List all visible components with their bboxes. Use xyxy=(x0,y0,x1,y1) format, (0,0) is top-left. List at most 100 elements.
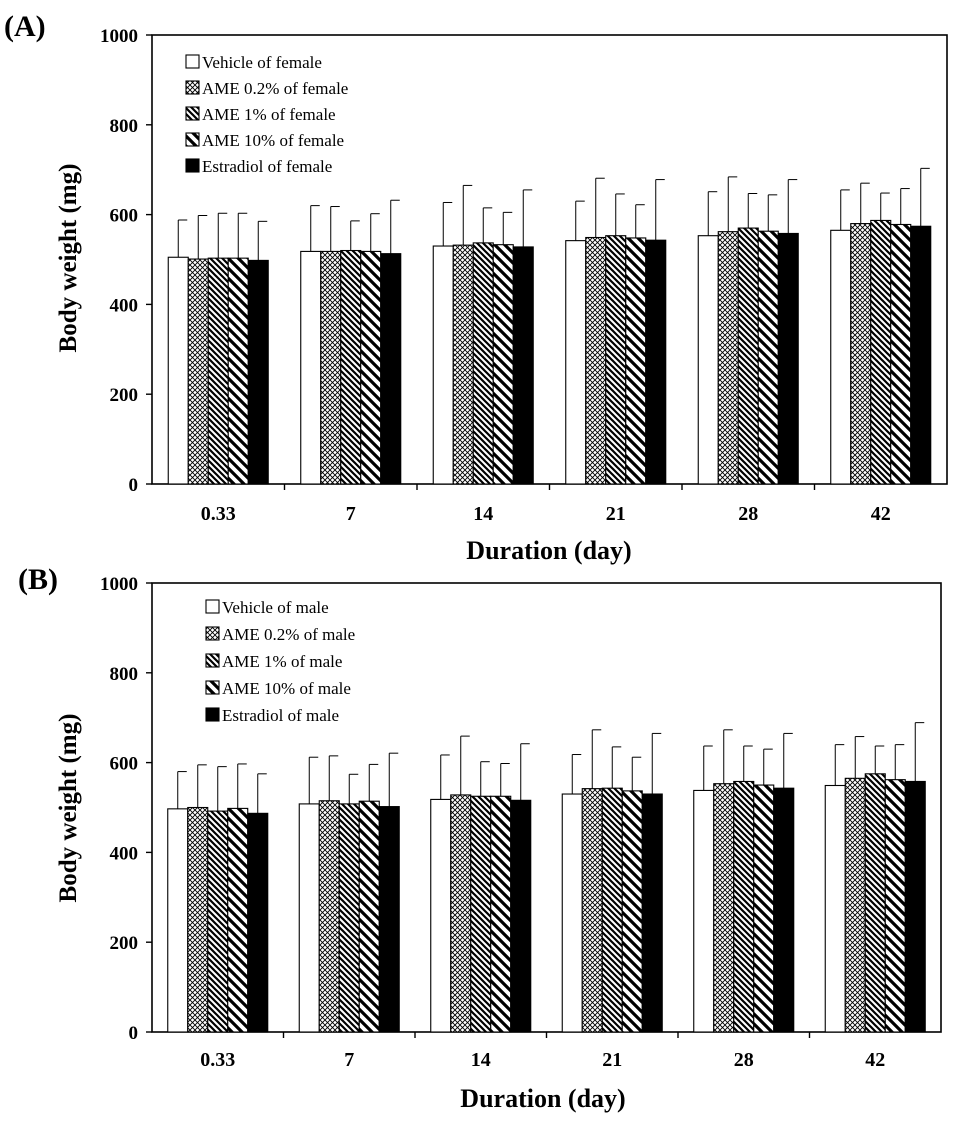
legend-label: AME 10% of male xyxy=(222,679,351,698)
bar xyxy=(625,237,647,485)
x-axis-title: Duration (day) xyxy=(466,536,631,565)
x-tick-label: 21 xyxy=(602,1049,622,1071)
legend-label: AME 0.2% of female xyxy=(202,79,348,98)
legend-label: Vehicle of female xyxy=(202,53,322,72)
bar xyxy=(713,783,735,1033)
bar xyxy=(340,249,362,485)
bar xyxy=(187,258,209,485)
bar xyxy=(561,793,583,1033)
bar xyxy=(605,235,627,485)
x-axis-title: Duration (day) xyxy=(460,1084,625,1113)
y-axis-title-group: Body weight (mg) xyxy=(55,164,82,353)
bar xyxy=(452,244,474,485)
bar xyxy=(320,250,342,485)
bar xyxy=(378,806,400,1033)
bar xyxy=(227,807,249,1033)
x-tick-label: 0.33 xyxy=(201,503,236,525)
y-tick-label: 400 xyxy=(110,843,139,864)
bar xyxy=(844,777,866,1033)
y-tick-label: 400 xyxy=(110,295,139,316)
bar xyxy=(641,793,663,1033)
bar xyxy=(450,794,472,1033)
bar xyxy=(247,259,269,485)
bar xyxy=(380,253,402,485)
legend-label: AME 10% of female xyxy=(202,131,344,150)
legend-swatch xyxy=(185,132,200,147)
x-tick-label: 28 xyxy=(738,503,758,525)
x-tick-label: 14 xyxy=(471,1049,491,1071)
bar xyxy=(432,245,454,485)
bar xyxy=(338,803,360,1033)
y-tick-label: 600 xyxy=(110,754,139,775)
bar xyxy=(737,227,759,485)
bar xyxy=(512,246,534,485)
bar xyxy=(492,244,514,485)
panel-label: (A) xyxy=(4,10,46,43)
x-tick-label: 0.33 xyxy=(200,1049,235,1071)
bar xyxy=(733,780,755,1033)
bar xyxy=(565,240,587,485)
bar xyxy=(227,257,249,485)
legend-label: AME 0.2% of male xyxy=(222,625,355,644)
x-tick-label: 14 xyxy=(473,503,493,525)
bar xyxy=(621,790,643,1033)
legend: Vehicle of male AME 0.2% of male AME 1% of… xyxy=(205,598,355,725)
legend-swatch xyxy=(205,599,220,614)
legend-swatch xyxy=(185,158,200,173)
y-tick-label: 800 xyxy=(110,116,139,137)
bar xyxy=(757,230,779,485)
panel-b: (B) Body weight (mg) Duration (day) 0 200… xyxy=(18,563,942,1113)
bar xyxy=(430,798,452,1033)
bar xyxy=(645,239,667,485)
bar xyxy=(300,250,322,485)
plot-frame xyxy=(151,34,948,485)
x-tick-label: 42 xyxy=(865,1049,885,1071)
bar xyxy=(360,250,382,485)
bar xyxy=(472,242,494,485)
y-tick-label: 800 xyxy=(110,664,139,685)
bar xyxy=(318,800,340,1033)
bar xyxy=(904,780,926,1033)
y-tick-label: 200 xyxy=(110,385,139,406)
bar xyxy=(753,784,775,1033)
legend-swatch xyxy=(185,54,200,69)
x-tick-label: 21 xyxy=(606,503,626,525)
plot-area: 0 200 400 600 800 1000 0.33 7 14 21 28 42 xyxy=(100,26,948,525)
y-axis-title: Body weight (mg) xyxy=(55,164,82,353)
bar xyxy=(581,788,603,1033)
legend-swatch xyxy=(205,680,220,695)
bar xyxy=(890,223,912,485)
bar xyxy=(777,232,799,485)
bar xyxy=(247,812,269,1033)
bar xyxy=(717,231,739,485)
bar xyxy=(864,773,886,1033)
y-axis-title: Body weight (mg) xyxy=(55,714,82,903)
bar xyxy=(510,799,532,1033)
bar xyxy=(470,795,492,1033)
bar xyxy=(824,784,846,1033)
y-tick-label: 200 xyxy=(110,933,139,954)
bar xyxy=(830,229,852,485)
bar xyxy=(207,257,229,485)
bar xyxy=(773,787,795,1033)
bar xyxy=(601,787,623,1033)
plot-frame xyxy=(151,582,942,1033)
bar xyxy=(910,225,932,485)
bar xyxy=(490,795,512,1033)
bar xyxy=(884,779,906,1033)
legend-swatch xyxy=(185,80,200,95)
legend-label: AME 1% of male xyxy=(222,652,342,671)
x-tick-label: 28 xyxy=(734,1049,754,1071)
legend-swatch xyxy=(205,626,220,641)
y-tick-label: 1000 xyxy=(100,574,138,595)
bar xyxy=(697,235,719,485)
legend-swatch xyxy=(205,653,220,668)
bar xyxy=(187,806,209,1033)
bar xyxy=(298,803,320,1033)
x-tick-label: 7 xyxy=(346,503,356,525)
panel-a: (A) Body weight (mg) Duration (day) 0 200… xyxy=(4,10,948,565)
legend-label: Vehicle of male xyxy=(222,598,329,617)
y-tick-label: 0 xyxy=(129,475,139,496)
y-axis-title-group: Body weight (mg) xyxy=(55,714,82,903)
x-tick-label: 42 xyxy=(871,503,891,525)
